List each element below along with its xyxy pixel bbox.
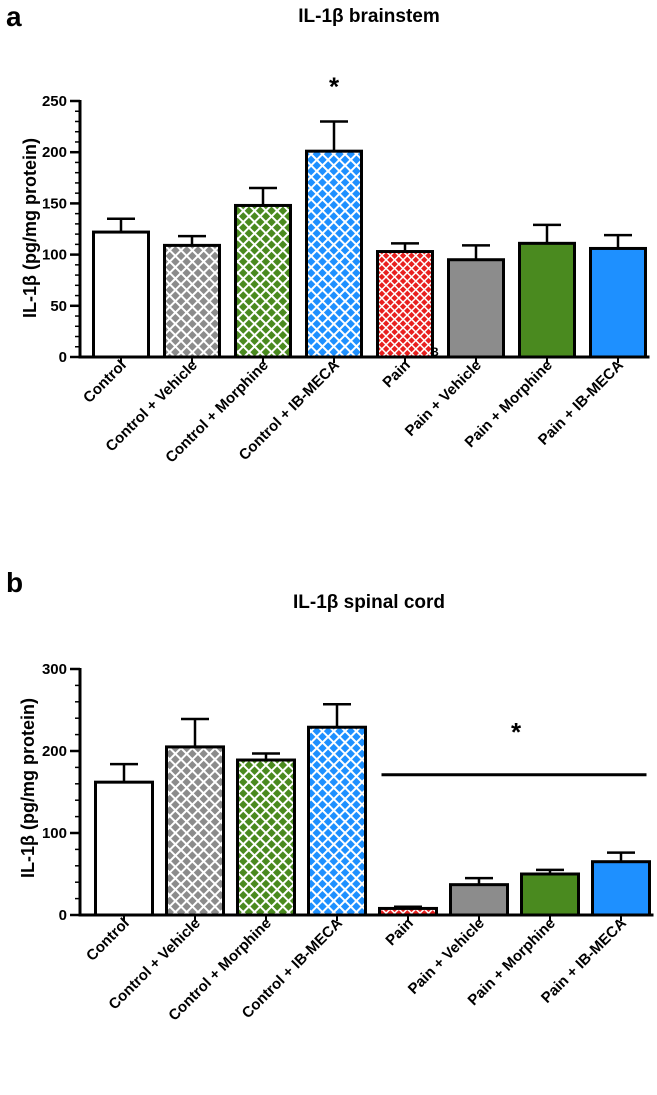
panel-b-y-tick-label: 100 [42,825,67,842]
panel-a-bar-3 [234,203,292,359]
panel-a-significance-star: * [329,71,340,101]
panel-a-letter: a [6,1,22,32]
panel-b-title: IL-1β spinal cord [293,592,445,613]
panel-a-y-ticks: 0 50 100 150 200 250 [42,93,80,366]
panel-a-y-tick-label: 50 [50,298,67,315]
panel-a-title: IL-1β brainstem [298,6,439,27]
panel-b-axes [78,668,654,921]
panel-b-category-label-5: Pain [382,915,416,949]
panel-b-significance-star: * [511,717,522,747]
panel-b-bar-1 [94,780,154,917]
panel-b-y-tick-label: 0 [59,907,67,924]
panel-a-y-axis-label: IL-1β (pg/mg protein) [20,138,40,318]
panel-b-bar-7 [520,872,580,917]
panel-a-y-tick-label: 250 [42,93,67,110]
panel-a-annotations: *B [329,71,439,359]
panel-b-bar-4 [307,725,367,917]
panel-b-bars [94,703,651,917]
panel-a-bar-2 [163,243,221,359]
panel-b-chart: b IL-1β spinal cord IL-1β (pg/mg protein… [6,567,654,1024]
panel-b-bar-8 [591,860,651,917]
panel-a-y-tick-label: 150 [42,195,67,212]
panel-b-y-tick-label: 300 [42,661,67,678]
panel-b-y-ticks: 0 100 200 300 [42,661,80,924]
panel-b-y-tick-label: 200 [42,743,67,760]
panel-a-bar-6 [447,258,505,359]
panel-b-letter: b [6,567,23,598]
panel-a-annotation-label: B [430,345,439,359]
panel-a-axes [78,100,650,363]
panel-a-bar-4 [305,149,363,359]
panel-a-category-label-1: Control [80,357,130,407]
panel-a-bars [92,120,647,359]
panel-b-y-axis-label: IL-1β (pg/mg protein) [18,698,38,878]
panel-a-chart: a IL-1β brainstem IL-1β (pg/mg protein) … [6,1,650,466]
panel-a-y-tick-label: 0 [59,349,67,366]
panel-b-bar-3 [236,758,296,917]
panel-a-bar-8 [589,246,647,359]
panel-a-y-tick-label: 200 [42,144,67,161]
panel-b-category-label-1: Control [83,915,133,965]
panel-b-annotations: * [381,717,647,777]
panel-a-category-label-5: Pain [379,357,413,391]
panel-a-bar-5 [376,250,434,359]
panel-b-bar-2 [165,745,225,917]
panel-a-bar-1 [92,230,150,359]
panel-a-bar-7 [518,241,576,359]
panel-a-y-tick-label: 100 [42,247,67,264]
panel-b-bar-6 [449,883,509,917]
